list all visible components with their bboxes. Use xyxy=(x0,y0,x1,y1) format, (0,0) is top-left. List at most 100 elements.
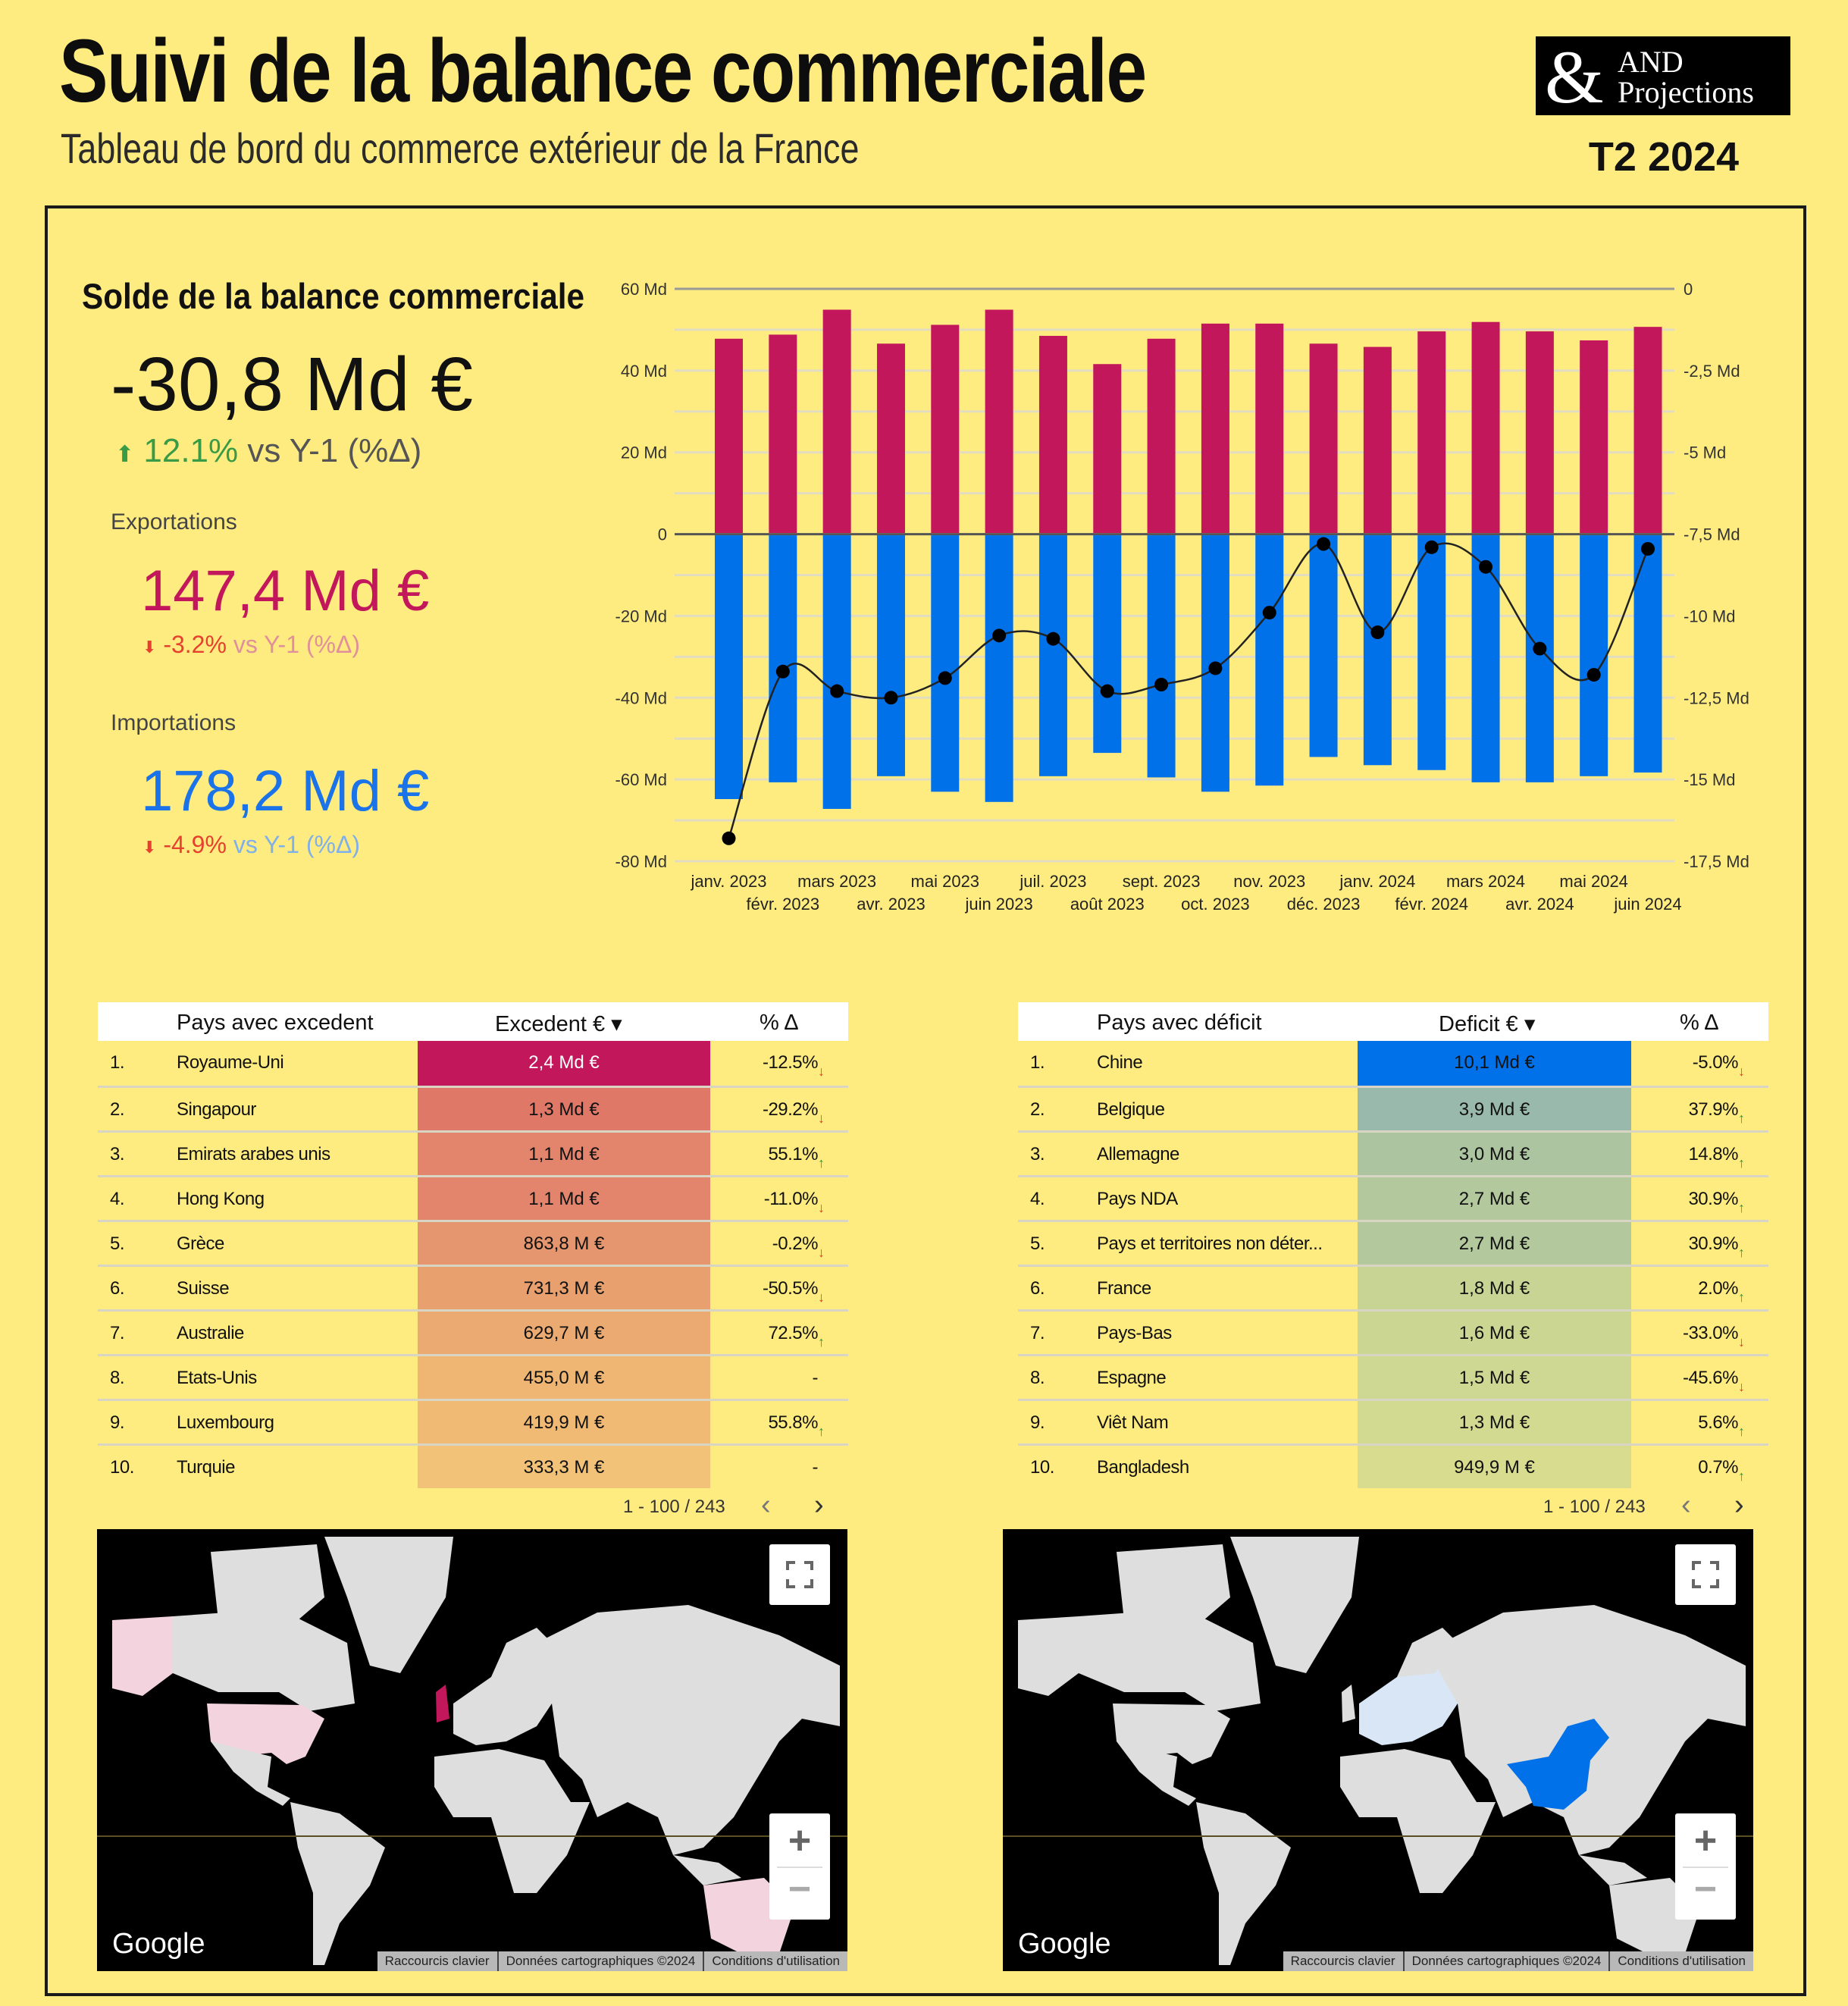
col-country-header[interactable]: Pays avec déficit xyxy=(1097,1011,1262,1035)
table-row[interactable]: 7. Pays-Bas 1,6 Md € -33.0% ↓ xyxy=(1018,1309,1768,1354)
balance-point xyxy=(1586,668,1601,682)
table-row[interactable]: 4. Pays NDA 2,7 Md €30.9% ↑ xyxy=(1018,1175,1768,1220)
table-row[interactable]: 9. Luxembourg 419,9 M €55.8% ↑ xyxy=(98,1399,848,1443)
balance-point xyxy=(1208,661,1223,675)
region-alaska[interactable] xyxy=(112,1616,173,1696)
x-tick-label: juil. 2023 xyxy=(1019,872,1086,891)
region-south-america[interactable] xyxy=(1196,1802,1291,1965)
zoom-out-button[interactable]: − xyxy=(788,1867,812,1911)
region-uk[interactable] xyxy=(436,1685,449,1722)
region-greenland[interactable] xyxy=(324,1537,453,1673)
table-row[interactable]: 7. Australie 629,7 M €72.5% ↑ xyxy=(98,1309,848,1354)
col-delta-header[interactable]: % Δ xyxy=(1680,1011,1719,1035)
region-africa[interactable] xyxy=(1340,1749,1496,1893)
world-map[interactable] xyxy=(97,1529,847,1971)
row-delta: -45.6% ↓ xyxy=(1631,1368,1745,1394)
col-value-header[interactable]: Excedent € ▾ xyxy=(495,1012,622,1036)
row-rank: 7. xyxy=(110,1323,125,1343)
region-alaska[interactable] xyxy=(1018,1616,1079,1696)
table-row[interactable]: 9. Viêt Nam 1,3 Md €5.6% ↑ xyxy=(1018,1399,1768,1443)
zoom-divider xyxy=(1683,1867,1728,1868)
table-row[interactable]: 8. Etats-Unis 455,0 M € - xyxy=(98,1354,848,1399)
col-delta-header[interactable]: % Δ xyxy=(760,1011,799,1035)
x-tick-label: avr. 2023 xyxy=(857,895,926,914)
row-delta: 30.9% ↑ xyxy=(1631,1189,1745,1215)
table-row[interactable]: 4. Hong Kong 1,1 Md € -11.0% ↓ xyxy=(98,1175,848,1220)
region-scandinavia[interactable] xyxy=(1397,1628,1458,1677)
fullscreen-button[interactable] xyxy=(1675,1544,1736,1605)
region-europe[interactable] xyxy=(453,1650,552,1745)
arrow-down-icon: ↓ xyxy=(818,1111,825,1126)
region-china-highlight[interactable] xyxy=(1507,1719,1609,1810)
table-row[interactable]: 10. Turquie 333,3 M € - xyxy=(98,1443,848,1488)
row-delta-value: 0.7% xyxy=(1698,1457,1738,1478)
keyboard-shortcuts-link[interactable]: Raccourcis clavier xyxy=(384,1954,490,1968)
table-row[interactable]: 5. Pays et territoires non déter... 2,7 Md… xyxy=(1018,1220,1768,1265)
fullscreen-button[interactable] xyxy=(769,1544,830,1605)
x-tick-label: janv. 2023 xyxy=(691,872,767,891)
chevron-left-icon[interactable]: ‹ xyxy=(761,1489,771,1521)
table-row[interactable]: 3. Emirats arabes unis 1,1 Md €55.1% ↑ xyxy=(98,1130,848,1175)
balance-line xyxy=(728,542,1649,839)
x-tick-label: juin 2024 xyxy=(1613,895,1681,914)
keyboard-shortcuts-link[interactable]: Raccourcis clavier xyxy=(1290,1954,1395,1968)
region-greenland[interactable] xyxy=(1230,1537,1359,1673)
region-uk[interactable] xyxy=(1342,1685,1355,1722)
chevron-right-icon[interactable]: › xyxy=(1734,1489,1744,1521)
x-tick-label: févr. 2023 xyxy=(747,895,820,914)
table-row[interactable]: 10. Bangladesh 949,9 M €0.7% ↑ xyxy=(1018,1443,1768,1488)
row-value: 731,3 M € xyxy=(418,1267,710,1309)
export-bar xyxy=(769,334,797,534)
region-canada[interactable] xyxy=(173,1609,355,1711)
right-tick-label: 0 xyxy=(1684,280,1693,299)
row-delta-value: 2.0% xyxy=(1698,1278,1738,1299)
region-scandinavia[interactable] xyxy=(491,1628,552,1677)
row-country: Royaume-Uni xyxy=(177,1052,284,1073)
table-row[interactable]: 1. Royaume-Uni 2,4 Md € -12.5% ↓ xyxy=(98,1041,848,1086)
row-country: Bangladesh xyxy=(1097,1457,1189,1478)
table-row[interactable]: 8. Espagne 1,5 Md € -45.6% ↓ xyxy=(1018,1354,1768,1399)
deficit-map[interactable]: + − Google Raccourcis clavier Données ca… xyxy=(1003,1529,1753,1971)
table-row[interactable]: 5. Grèce 863,8 M € -0.2% ↓ xyxy=(98,1220,848,1265)
region-mexico[interactable] xyxy=(211,1741,290,1806)
zoom-controls: + − xyxy=(1675,1813,1736,1920)
chevron-right-icon[interactable]: › xyxy=(814,1489,824,1521)
zoom-in-button[interactable]: + xyxy=(788,1819,812,1863)
row-delta: 30.9% ↑ xyxy=(1631,1233,1745,1260)
x-tick-label: sept. 2023 xyxy=(1123,872,1201,891)
arrow-up-icon: ↑ xyxy=(1738,1155,1745,1171)
region-canada[interactable] xyxy=(1079,1609,1261,1711)
region-south-america[interactable] xyxy=(290,1802,385,1965)
zoom-in-button[interactable]: + xyxy=(1693,1819,1718,1863)
x-tick-label: mai 2024 xyxy=(1559,872,1628,891)
row-value: 2,7 Md € xyxy=(1358,1177,1631,1220)
terms-link[interactable]: Conditions d'utilisation xyxy=(703,1951,847,1971)
world-map[interactable] xyxy=(1003,1529,1753,1971)
terms-link[interactable]: Conditions d'utilisation xyxy=(1608,1951,1753,1971)
table-row[interactable]: 6. France 1,8 Md €2.0% ↑ xyxy=(1018,1265,1768,1309)
region-russia-asia[interactable] xyxy=(522,1605,840,1855)
imports-delta: ⬇ -4.9% vs Y-1 (%Δ) xyxy=(143,831,360,859)
zoom-out-button[interactable]: − xyxy=(1693,1867,1718,1911)
region-mexico[interactable] xyxy=(1117,1741,1196,1806)
table-row[interactable]: 2. Belgique 3,9 Md €37.9% ↑ xyxy=(1018,1086,1768,1130)
table-row[interactable]: 6. Suisse 731,3 M € -50.5% ↓ xyxy=(98,1265,848,1309)
region-se-asia[interactable] xyxy=(673,1855,741,1885)
chevron-left-icon[interactable]: ‹ xyxy=(1681,1489,1691,1521)
balance-point xyxy=(775,664,790,679)
col-country-header[interactable]: Pays avec excedent xyxy=(177,1011,374,1035)
surplus-map[interactable]: + − Google Raccourcis clavier Données ca… xyxy=(97,1529,847,1971)
region-africa[interactable] xyxy=(434,1749,590,1893)
table-row[interactable]: 1. Chine 10,1 Md € -5.0% ↓ xyxy=(1018,1041,1768,1086)
right-tick-label: -5 Md xyxy=(1684,444,1726,462)
x-tick-label: avr. 2024 xyxy=(1505,895,1574,914)
col-value-header[interactable]: Deficit € ▾ xyxy=(1439,1012,1536,1036)
table-row[interactable]: 2. Singapour 1,3 Md € -29.2% ↓ xyxy=(98,1086,848,1130)
table-row[interactable]: 3. Allemagne 3,0 Md €14.8% ↑ xyxy=(1018,1130,1768,1175)
balance-delta-value: 12.1% xyxy=(143,432,239,469)
region-se-asia[interactable] xyxy=(1579,1855,1647,1885)
x-tick-label: juin 2023 xyxy=(964,895,1032,914)
region-europe[interactable] xyxy=(1359,1650,1458,1745)
row-delta: - xyxy=(710,1368,819,1389)
balance-point xyxy=(1317,537,1331,551)
